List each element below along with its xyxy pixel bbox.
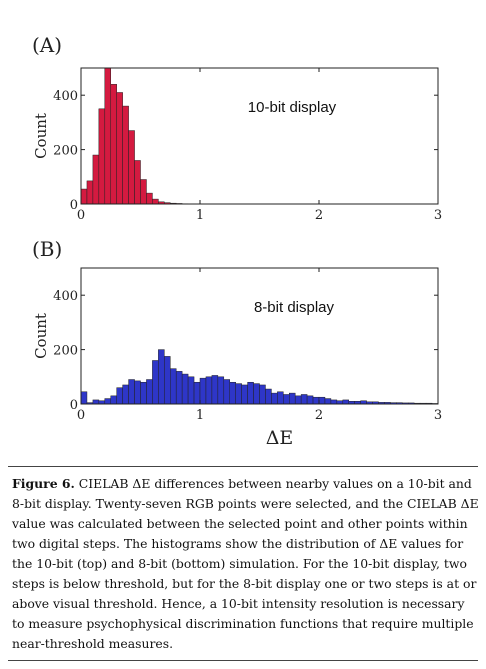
x-tick-label: 1 (196, 408, 204, 423)
histogram-bar (318, 396, 326, 405)
x-tick-label: 0 (77, 208, 85, 223)
histogram-bar (128, 130, 135, 205)
plot-frame (80, 267, 439, 405)
histogram-bar (324, 398, 332, 405)
histogram-bar (294, 395, 302, 405)
y-tick-label: 400 (53, 89, 78, 104)
histogram-bar (92, 154, 100, 205)
histogram-bar (330, 399, 338, 405)
histogram-bar (193, 381, 201, 405)
x-tick-label: 2 (315, 408, 323, 423)
histogram-bar (271, 392, 278, 405)
histogram-bar (223, 379, 231, 405)
histogram-bar (116, 387, 123, 405)
histogram-bar (158, 349, 165, 405)
panel-label: (B) (32, 237, 62, 261)
histogram-bar (104, 67, 112, 205)
caption-bottom-rule (8, 660, 478, 661)
histogram-bar (306, 395, 314, 405)
histogram-bar (122, 105, 129, 205)
histogram-bar (98, 108, 106, 205)
histogram-bar (217, 376, 225, 405)
histogram-bar (164, 356, 171, 405)
histogram-bar (181, 373, 189, 405)
y-axis-label: Count (32, 113, 50, 159)
series-annotation: 10-bit display (248, 99, 337, 116)
caption-lead: Figure 6. (12, 476, 75, 491)
histogram-bar (152, 198, 159, 205)
histogram-bar (241, 384, 248, 405)
panel-label: (A) (32, 33, 62, 57)
y-axis-label: Count (32, 313, 50, 359)
histogram-bar (170, 368, 177, 405)
y-tick-label: 200 (53, 144, 78, 159)
figure-caption: Figure 6. CIELAB ΔE differences between … (12, 474, 480, 654)
histogram-bar (122, 384, 129, 405)
histogram-bar (300, 394, 308, 405)
histogram-bar (128, 379, 135, 405)
histogram-bar (247, 381, 254, 405)
histogram-bar (152, 360, 159, 405)
caption-top-rule (8, 466, 478, 467)
x-tick-label: 0 (77, 408, 85, 423)
y-tick-label: 0 (70, 198, 78, 213)
histogram-bar (92, 399, 100, 405)
histogram-bar (146, 379, 153, 405)
histogram-bar (312, 396, 320, 405)
histogram-bar (229, 381, 236, 405)
x-axis-label: ΔE (266, 427, 294, 449)
histogram-bar (86, 180, 94, 205)
plot-frame (80, 67, 439, 205)
histogram-bar (134, 380, 141, 405)
histogram-bar (342, 399, 349, 405)
histogram-bar (187, 376, 195, 405)
x-tick-label: 2 (315, 208, 323, 223)
y-tick-label: 0 (70, 398, 78, 413)
x-tick-label: 3 (434, 408, 442, 423)
x-tick-label: 3 (434, 208, 442, 223)
histogram-bar (175, 371, 183, 405)
histogram-bar (205, 376, 213, 405)
y-tick-label: 200 (53, 344, 78, 359)
x-tick-label: 1 (196, 208, 204, 223)
series-annotation: 8-bit display (254, 299, 335, 316)
histogram-bar (253, 383, 260, 405)
histogram-bar (211, 375, 219, 405)
histogram-bar (80, 188, 88, 205)
histogram-bar (134, 160, 141, 205)
histogram-bar (140, 381, 147, 405)
histogram-bar (116, 92, 123, 205)
histogram-bar (283, 394, 290, 405)
histogram-bar (80, 391, 88, 405)
histogram-bar (235, 383, 242, 405)
histogram-bar (277, 391, 284, 405)
histogram-bar (110, 395, 117, 405)
histogram-bar (104, 398, 112, 405)
histogram-bar (199, 377, 207, 405)
histogram-bar (140, 179, 147, 205)
histogram-bar (110, 84, 117, 205)
histogram-bar (259, 384, 266, 405)
histogram-bar (265, 388, 272, 405)
y-tick-label: 400 (53, 289, 78, 304)
histogram-bar (146, 192, 153, 205)
caption-text: CIELAB ΔE differences between nearby val… (12, 476, 479, 651)
histogram-bar (289, 392, 296, 405)
